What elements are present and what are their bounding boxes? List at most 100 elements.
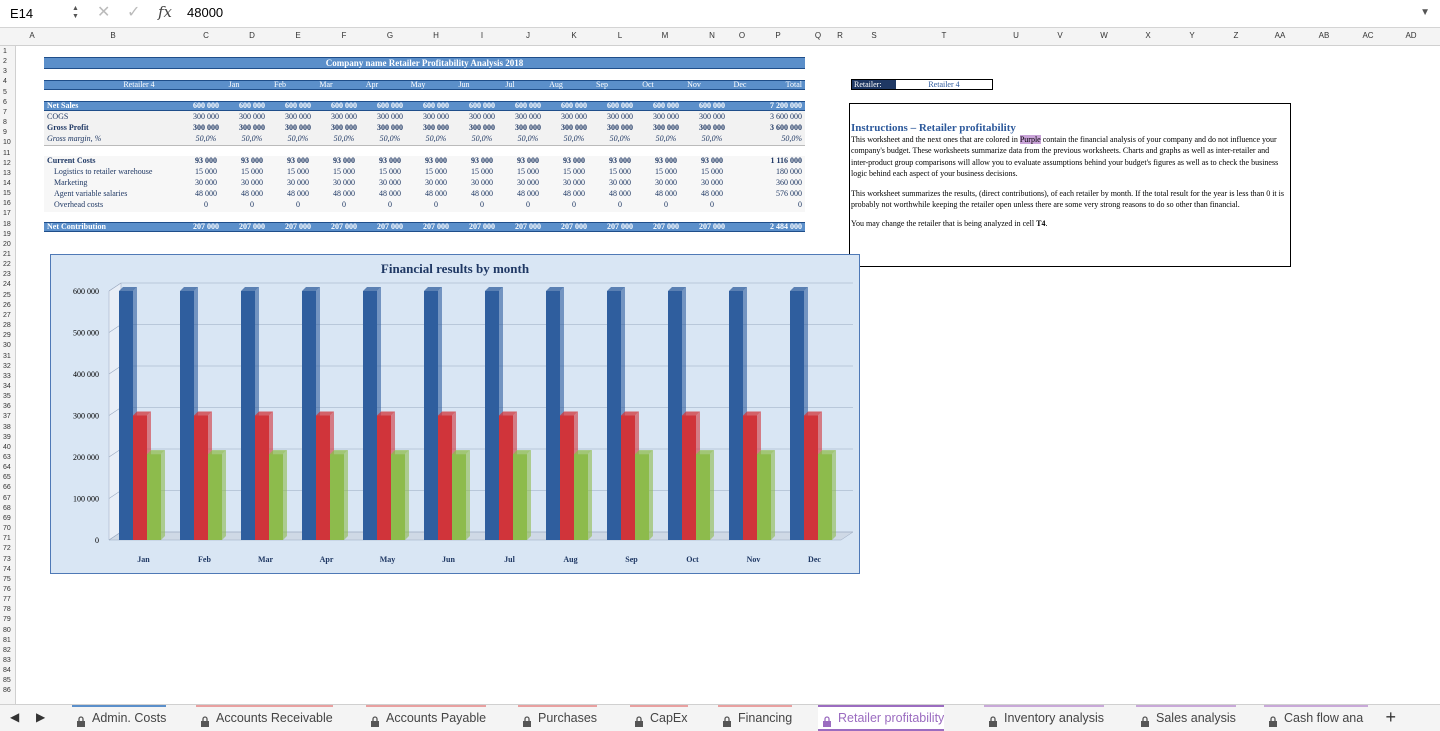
table-cell[interactable]: 50,0% bbox=[609, 134, 631, 143]
table-cell[interactable]: 93 000 bbox=[655, 156, 677, 165]
total-cell[interactable]: 50,0% bbox=[781, 134, 802, 143]
row-header[interactable]: 77 bbox=[3, 596, 11, 604]
table-cell[interactable]: 15 000 bbox=[287, 167, 309, 176]
column-header[interactable]: Y bbox=[1189, 31, 1195, 40]
table-cell[interactable]: 15 000 bbox=[701, 167, 723, 176]
table-cell[interactable]: 207 000 bbox=[423, 222, 449, 231]
table-cell[interactable]: 600 000 bbox=[193, 101, 219, 110]
table-cell[interactable]: 50,0% bbox=[241, 134, 263, 143]
row-header[interactable]: 28 bbox=[3, 322, 11, 330]
row-header[interactable]: 71 bbox=[3, 535, 11, 543]
table-cell[interactable]: 300 000 bbox=[423, 112, 449, 121]
table-cell[interactable]: 0 bbox=[572, 200, 576, 209]
table-cell[interactable]: 600 000 bbox=[469, 101, 495, 110]
table-cell[interactable]: 600 000 bbox=[285, 101, 311, 110]
row-header[interactable]: 14 bbox=[3, 179, 11, 187]
row-header[interactable]: 69 bbox=[3, 514, 11, 522]
row-header[interactable]: 12 bbox=[3, 159, 11, 167]
row-header[interactable]: 8 bbox=[3, 119, 7, 127]
table-cell[interactable]: 30 000 bbox=[563, 178, 585, 187]
total-cell[interactable]: 1 116 000 bbox=[770, 156, 802, 165]
row-header[interactable]: 2 bbox=[3, 58, 7, 66]
row-header[interactable]: 4 bbox=[3, 78, 7, 86]
table-cell[interactable]: 15 000 bbox=[241, 167, 263, 176]
table-cell[interactable]: 15 000 bbox=[379, 167, 401, 176]
table-cell[interactable]: 207 000 bbox=[653, 222, 679, 231]
cancel-icon[interactable]: ✕ bbox=[97, 4, 111, 21]
row-header[interactable]: 84 bbox=[3, 667, 11, 675]
row-header[interactable]: 23 bbox=[3, 271, 11, 279]
table-cell[interactable]: 0 bbox=[204, 200, 208, 209]
sheet-tab[interactable]: Accounts Payable bbox=[366, 705, 487, 731]
row-header[interactable]: 19 bbox=[3, 230, 11, 238]
table-cell[interactable]: 0 bbox=[526, 200, 530, 209]
table-cell[interactable]: 300 000 bbox=[515, 112, 541, 121]
row-header[interactable]: 18 bbox=[3, 220, 11, 228]
table-cell[interactable]: 207 000 bbox=[515, 222, 541, 231]
table-cell[interactable]: 50,0% bbox=[517, 134, 539, 143]
table-cell[interactable]: 48 000 bbox=[379, 189, 401, 198]
table-cell[interactable]: 30 000 bbox=[195, 178, 217, 187]
column-header[interactable]: Q bbox=[814, 31, 822, 40]
table-cell[interactable]: 30 000 bbox=[241, 178, 263, 187]
table-cell[interactable]: 50,0% bbox=[701, 134, 723, 143]
column-header[interactable]: M bbox=[661, 31, 669, 40]
table-cell[interactable]: 600 000 bbox=[653, 101, 679, 110]
row-header[interactable]: 17 bbox=[3, 210, 11, 218]
row-header[interactable]: 24 bbox=[3, 281, 11, 289]
financial-results-chart[interactable]: Financial results by month 0 100 000 200 0… bbox=[50, 254, 860, 574]
total-cell[interactable]: 7 200 000 bbox=[770, 101, 802, 110]
table-cell[interactable]: 207 000 bbox=[193, 222, 219, 231]
table-cell[interactable]: 30 000 bbox=[333, 178, 355, 187]
table-cell[interactable]: 50,0% bbox=[471, 134, 493, 143]
row-header[interactable]: 9 bbox=[3, 129, 7, 137]
row-header[interactable]: 65 bbox=[3, 474, 11, 482]
table-cell[interactable]: 600 000 bbox=[515, 101, 541, 110]
table-cell[interactable]: 300 000 bbox=[469, 123, 495, 132]
row-header[interactable]: 3 bbox=[3, 68, 7, 76]
column-header[interactable]: V bbox=[1057, 31, 1063, 40]
row-header[interactable]: 7 bbox=[3, 108, 7, 116]
table-cell[interactable]: 600 000 bbox=[239, 101, 265, 110]
table-cell[interactable]: 300 000 bbox=[193, 112, 219, 121]
table-cell[interactable]: 30 000 bbox=[701, 178, 723, 187]
row-header[interactable]: 40 bbox=[3, 443, 11, 451]
table-cell[interactable]: 48 000 bbox=[287, 189, 309, 198]
row-header[interactable]: 81 bbox=[3, 636, 11, 644]
total-cell[interactable]: 360 000 bbox=[776, 178, 802, 187]
column-header[interactable]: AC bbox=[1362, 31, 1374, 40]
row-header[interactable]: 35 bbox=[3, 393, 11, 401]
table-cell[interactable]: 0 bbox=[618, 200, 622, 209]
column-header[interactable]: K bbox=[571, 31, 577, 40]
column-header[interactable]: P bbox=[775, 31, 781, 40]
table-cell[interactable]: 48 000 bbox=[517, 189, 539, 198]
name-box-stepper-icon[interactable]: ▲ ▼ bbox=[72, 5, 79, 20]
table-cell[interactable]: 48 000 bbox=[609, 189, 631, 198]
column-header[interactable]: T bbox=[941, 31, 947, 40]
table-cell[interactable]: 30 000 bbox=[287, 178, 309, 187]
sheet-tab[interactable]: Admin. Costs bbox=[72, 705, 167, 731]
prev-sheet-icon[interactable]: ◀ bbox=[10, 710, 20, 724]
table-cell[interactable]: 300 000 bbox=[699, 112, 725, 121]
confirm-icon[interactable]: ✓ bbox=[127, 4, 141, 21]
table-cell[interactable]: 93 000 bbox=[471, 156, 493, 165]
table-cell[interactable]: 300 000 bbox=[285, 123, 311, 132]
row-header[interactable]: 73 bbox=[3, 555, 11, 563]
table-cell[interactable]: 0 bbox=[250, 200, 254, 209]
column-header[interactable]: H bbox=[433, 31, 439, 40]
table-cell[interactable]: 30 000 bbox=[655, 178, 677, 187]
table-cell[interactable]: 15 000 bbox=[655, 167, 677, 176]
table-cell[interactable]: 0 bbox=[710, 200, 714, 209]
table-cell[interactable]: 93 000 bbox=[195, 156, 217, 165]
table-cell[interactable]: 93 000 bbox=[425, 156, 447, 165]
table-cell[interactable]: 30 000 bbox=[609, 178, 631, 187]
table-cell[interactable]: 0 bbox=[388, 200, 392, 209]
table-cell[interactable]: 93 000 bbox=[333, 156, 355, 165]
row-header[interactable]: 13 bbox=[3, 169, 11, 177]
table-cell[interactable]: 300 000 bbox=[423, 123, 449, 132]
table-cell[interactable]: 50,0% bbox=[195, 134, 217, 143]
table-cell[interactable]: 48 000 bbox=[655, 189, 677, 198]
add-sheet-button[interactable]: + bbox=[1385, 707, 1396, 727]
table-cell[interactable]: 207 000 bbox=[607, 222, 633, 231]
function-icon[interactable]: fx bbox=[158, 3, 173, 21]
